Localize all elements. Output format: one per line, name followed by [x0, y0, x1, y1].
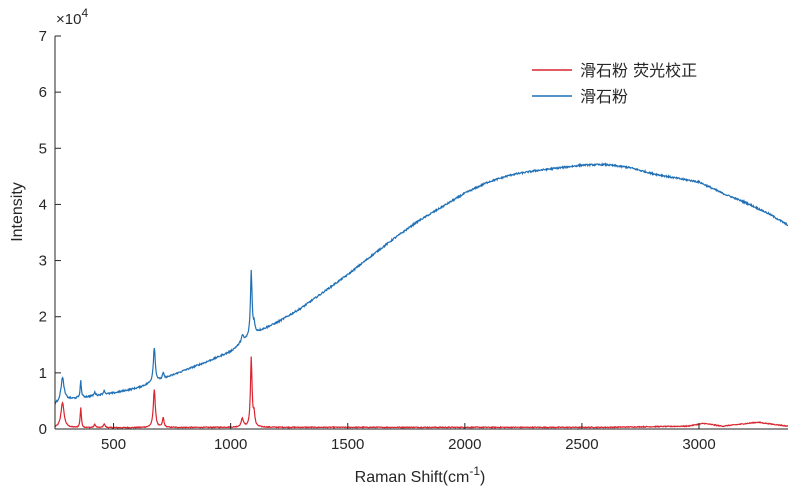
x-tick-label: 3000 [682, 436, 715, 453]
x-tick-label: 2500 [565, 436, 598, 453]
y-axis-exponent: ×104 [56, 6, 88, 28]
y-tick-label: 4 [39, 196, 47, 213]
x-tick-label: 2000 [448, 436, 481, 453]
y-tick-label: 6 [39, 84, 47, 101]
plot-area [54, 162, 788, 429]
y-tick-label: 1 [39, 365, 47, 382]
legend-label-raw: 滑石粉 [580, 87, 628, 106]
y-tick-label: 7 [39, 28, 47, 45]
y-tick-label: 2 [39, 309, 47, 326]
x-tick-label: 1500 [331, 436, 364, 453]
x-axis-label-close: ) [480, 469, 485, 486]
y-tick-label: 5 [39, 140, 47, 157]
legend-label-corrected: 滑石粉 荧光校正 [580, 61, 697, 80]
y-exponent-base: ×10 [56, 11, 81, 28]
x-tick-label: 1000 [214, 436, 247, 453]
series-line-corrected [54, 356, 788, 429]
x-tick-label: 500 [101, 436, 126, 453]
y-tick-label: 0 [39, 421, 47, 438]
series-line-raw [54, 162, 788, 405]
x-axis-label-superscript: -1 [469, 464, 480, 478]
y-axis-label: Intensity [9, 182, 26, 242]
x-axis-label: Raman Shift(cm-1) [355, 464, 486, 486]
y-tick-label: 3 [39, 253, 47, 270]
y-exponent-power: 4 [81, 6, 88, 20]
x-axis-label-main: Raman Shift(cm [355, 469, 470, 486]
axes: 0 1 2 3 4 5 6 7 500 1000 1500 2000 2500 3000 [39, 28, 788, 453]
legend: 滑石粉 荧光校正 滑石粉 [532, 61, 697, 106]
